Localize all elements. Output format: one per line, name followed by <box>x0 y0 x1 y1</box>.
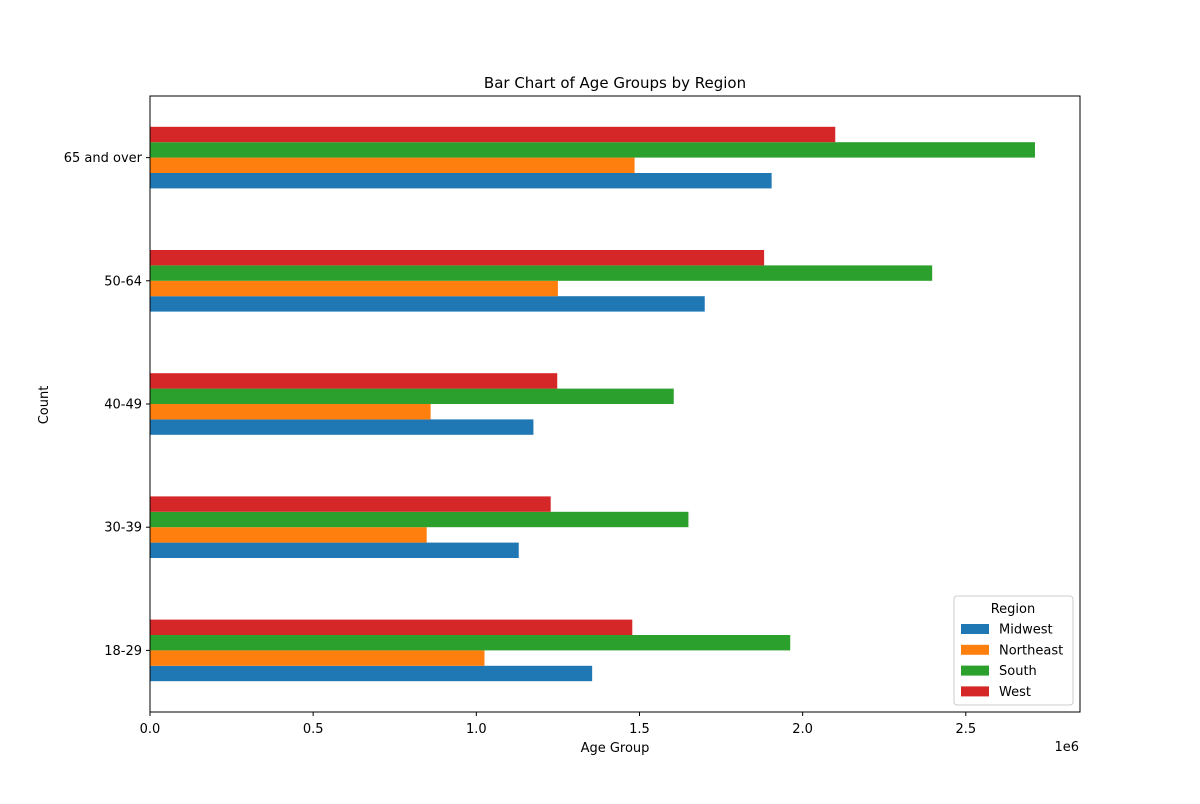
legend-label-midwest: Midwest <box>999 623 1053 638</box>
bar-south-1 <box>150 511 689 528</box>
y-axis: 18-29 30-39 40-49 50-64 65 and over <box>64 151 150 659</box>
bar-south-3 <box>150 265 933 281</box>
chart-title: Bar Chart of Age Groups by Region <box>484 74 746 92</box>
x-tick-label: 1.0 <box>466 722 487 737</box>
legend-swatch-midwest <box>961 624 989 634</box>
bar-midwest-2 <box>150 419 534 435</box>
x-tick-label: 0.5 <box>303 722 324 737</box>
bar-west-2 <box>150 373 558 389</box>
bar-west-4 <box>150 126 836 143</box>
x-tick-label: 2.5 <box>955 722 976 737</box>
bar-northeast-4 <box>150 157 635 173</box>
bar-south-4 <box>150 142 1035 158</box>
bar-northeast-2 <box>150 404 431 420</box>
legend-frame <box>953 595 1074 706</box>
legend-label-west: West <box>999 685 1031 700</box>
bar-south-2 <box>150 388 674 404</box>
bar-midwest-1 <box>150 542 519 558</box>
y-tick-label: 65 and over <box>64 151 143 166</box>
bar-west-1 <box>150 496 551 512</box>
legend-label-northeast: Northeast <box>999 643 1063 658</box>
bar-west-3 <box>150 250 765 266</box>
bar-midwest-0 <box>150 665 593 682</box>
bar-midwest-4 <box>150 173 772 189</box>
legend-label-south: South <box>999 664 1037 679</box>
y-tick-label: 30-39 <box>104 521 142 536</box>
x-axis: 0.0 0.5 1.0 1.5 2.0 2.5 <box>140 712 976 737</box>
x-tick-label: 1.5 <box>629 722 650 737</box>
legend-swatch-northeast <box>961 644 989 655</box>
x-axis-offset-label: 1e6 <box>1054 740 1079 755</box>
y-tick-label: 50-64 <box>104 274 142 289</box>
legend-swatch-west <box>961 686 989 697</box>
bar-west-0 <box>150 619 633 635</box>
bars-layer <box>150 126 1035 682</box>
legend: Region Midwest Northeast South West <box>953 595 1074 706</box>
y-axis-label: Count <box>37 386 52 425</box>
legend-title: Region <box>991 602 1036 617</box>
legend-swatch-south <box>961 665 989 676</box>
bar-northeast-3 <box>150 280 558 297</box>
x-axis-label: Age Group <box>581 741 650 756</box>
y-tick-label: 18-29 <box>104 644 142 659</box>
bar-northeast-0 <box>150 650 485 666</box>
bar-south-0 <box>150 635 791 651</box>
bar-midwest-3 <box>150 296 705 312</box>
bar-northeast-1 <box>150 527 427 543</box>
y-tick-label: 40-49 <box>104 398 142 413</box>
x-tick-label: 2.0 <box>792 722 813 737</box>
x-tick-label: 0.0 <box>140 722 161 737</box>
